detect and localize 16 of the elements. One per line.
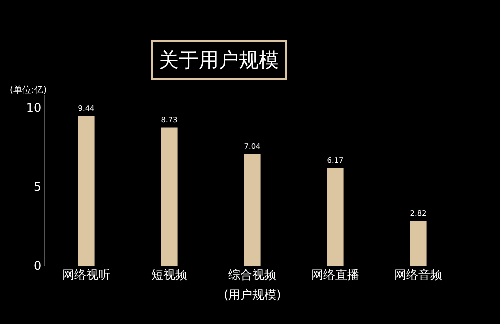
y-tick-label: 10: [26, 100, 42, 115]
bar: [244, 154, 261, 266]
y-axis-title: (单位:亿): [10, 85, 48, 96]
bar: [161, 128, 178, 266]
x-tick-label: 短视频: [152, 268, 188, 282]
x-tick-label: 网络视听: [62, 268, 110, 282]
x-tick-label: 网络直播: [312, 268, 360, 282]
bar: [327, 168, 344, 266]
x-tick-label: 综合视频: [228, 268, 276, 282]
y-tick-label: 0: [34, 259, 42, 274]
chart-title: 关于用户规模: [159, 48, 279, 72]
bar: [78, 116, 95, 266]
bar: [410, 221, 427, 266]
x-tick-label: 网络音频: [394, 268, 442, 282]
y-tick-label: 5: [34, 180, 42, 194]
x-axis-title: (用户规模): [224, 288, 282, 302]
